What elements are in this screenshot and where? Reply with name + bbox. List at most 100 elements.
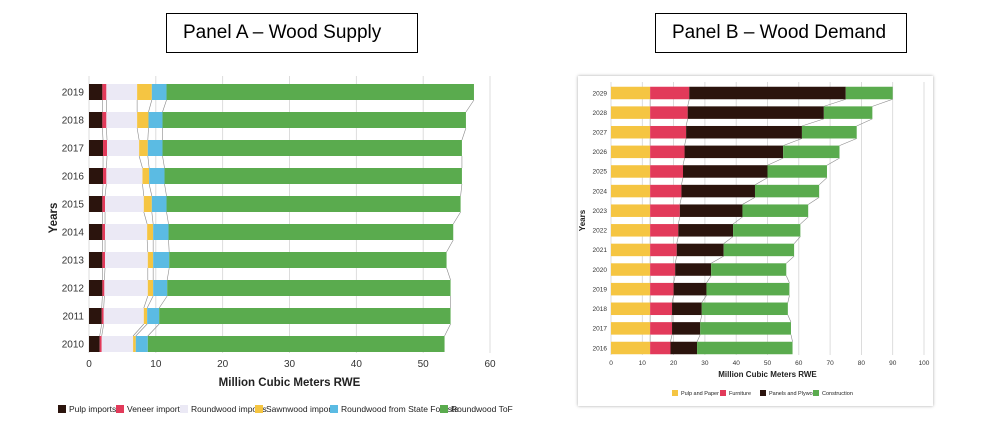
- y-axis-label: Years: [48, 203, 60, 234]
- bar-segment-panels-and-plywood: [686, 125, 802, 139]
- connector-line: [452, 211, 461, 225]
- y-category-label: 2024: [593, 188, 608, 195]
- bar-segment-pulp-and-paper: [611, 204, 651, 217]
- y-category-label: 2017: [62, 144, 85, 155]
- connector-line: [790, 334, 793, 342]
- connector-line: [465, 99, 475, 113]
- connector-line: [136, 127, 140, 141]
- y-category-label: 2019: [62, 88, 85, 99]
- x-tick-label: 0: [609, 360, 613, 367]
- y-category-label: 2025: [593, 169, 608, 176]
- bar-segment-panels-and-plywood: [676, 243, 724, 257]
- bar-segment-construction: [767, 165, 827, 178]
- bar-segment-panels-and-plywood: [672, 302, 702, 316]
- connector-line: [143, 295, 149, 309]
- connector-line: [104, 267, 106, 281]
- bar-segment-roundwood-imports: [101, 336, 134, 352]
- bar-segment-pulp-imports: [89, 252, 103, 268]
- x-tick-label: 50: [764, 360, 772, 367]
- y-category-label: 2029: [593, 90, 608, 97]
- connector-line: [732, 216, 743, 225]
- connector-line: [711, 255, 724, 264]
- y-category-label: 2021: [593, 247, 608, 254]
- connector-line: [767, 157, 784, 166]
- bar-segment-roundwood-from-state-forests: [149, 168, 165, 184]
- connector-line: [106, 127, 108, 141]
- bar-segment-roundwood-tof: [169, 252, 447, 268]
- connector-line: [786, 255, 795, 264]
- y-category-label: 2019: [593, 286, 608, 293]
- connector-line: [143, 211, 148, 225]
- bar-segment-pulp-imports: [89, 140, 104, 156]
- y-category-label: 2018: [62, 116, 85, 127]
- connector-line: [99, 323, 102, 337]
- legend-swatch-sawnwood-imports: [255, 405, 263, 413]
- legend-label-furniture: Furniture: [729, 391, 751, 397]
- y-category-label: 2023: [593, 208, 608, 215]
- bar-segment-sawnwood-imports: [143, 196, 152, 212]
- bar-segment-panels-and-plywood: [675, 263, 712, 276]
- y-category-label: 2016: [62, 172, 85, 183]
- bar-segment-veneer-imports: [99, 336, 102, 352]
- legend-swatch-roundwood-tof: [440, 405, 448, 413]
- connector-line: [800, 216, 809, 225]
- bar-segment-panels-and-plywood: [678, 224, 734, 237]
- bar-segment-construction: [783, 145, 840, 159]
- x-tick-label: 60: [484, 359, 496, 370]
- connector-line: [786, 275, 790, 284]
- connector-line: [101, 295, 103, 309]
- bar-segment-roundwood-tof: [168, 224, 454, 240]
- bar-segment-panels-and-plywood: [672, 322, 701, 335]
- bar-segment-panels-and-plywood: [681, 184, 755, 198]
- connector-line: [158, 295, 168, 309]
- bar-segment-construction: [711, 263, 787, 276]
- y-axis-label: Years: [578, 209, 587, 231]
- bar-segment-furniture: [650, 282, 674, 296]
- x-tick-label: 90: [889, 360, 897, 367]
- bar-segment-pulp-imports: [89, 336, 100, 352]
- connector-line: [699, 314, 703, 323]
- bar-segment-pulp-and-paper: [611, 224, 651, 237]
- connector-line: [132, 323, 145, 337]
- connector-line: [148, 99, 153, 113]
- legend-swatch-roundwood-from-state-forests: [330, 405, 338, 413]
- bar-segment-sawnwood-imports: [147, 224, 154, 240]
- bar-segment-roundwood-imports: [106, 168, 143, 184]
- bar-segment-pulp-and-paper: [611, 282, 651, 296]
- bar-segment-panels-and-plywood: [670, 341, 698, 355]
- legend-swatch-veneer-imports: [116, 405, 124, 413]
- connector-line: [147, 127, 149, 141]
- connector-line: [168, 239, 170, 253]
- bar-segment-construction: [733, 224, 801, 237]
- bar-segment-furniture: [650, 341, 671, 355]
- connector-line: [706, 275, 712, 284]
- connector-line: [151, 211, 154, 225]
- bar-segment-roundwood-from-state-forests: [148, 112, 163, 128]
- connector-line: [147, 323, 160, 337]
- bar-segment-pulp-and-paper: [611, 322, 651, 335]
- y-category-label: 2017: [593, 326, 608, 333]
- bar-segment-construction: [701, 302, 788, 316]
- bar-segment-roundwood-from-state-forests: [153, 224, 169, 240]
- y-category-label: 2018: [593, 306, 608, 313]
- bar-segment-veneer-imports: [102, 196, 106, 212]
- connector-line: [446, 239, 454, 253]
- bar-segment-sawnwood-imports: [142, 168, 150, 184]
- x-tick-label: 40: [351, 359, 363, 370]
- bar-segment-roundwood-tof: [164, 168, 462, 184]
- connector-line: [142, 183, 145, 197]
- bar-segment-panels-and-plywood: [689, 86, 846, 100]
- connector-line: [787, 295, 790, 303]
- connector-line: [742, 197, 756, 205]
- connector-line: [446, 267, 451, 281]
- bar-segment-construction: [754, 184, 820, 198]
- bar-segment-construction: [823, 106, 873, 119]
- bar-segment-furniture: [650, 204, 680, 217]
- bar-segment-furniture: [650, 322, 673, 335]
- bar-segment-roundwood-imports: [106, 84, 138, 100]
- bar-segment-roundwood-imports: [105, 224, 148, 240]
- bar-segment-pulp-imports: [89, 84, 103, 100]
- connector-line: [687, 99, 690, 107]
